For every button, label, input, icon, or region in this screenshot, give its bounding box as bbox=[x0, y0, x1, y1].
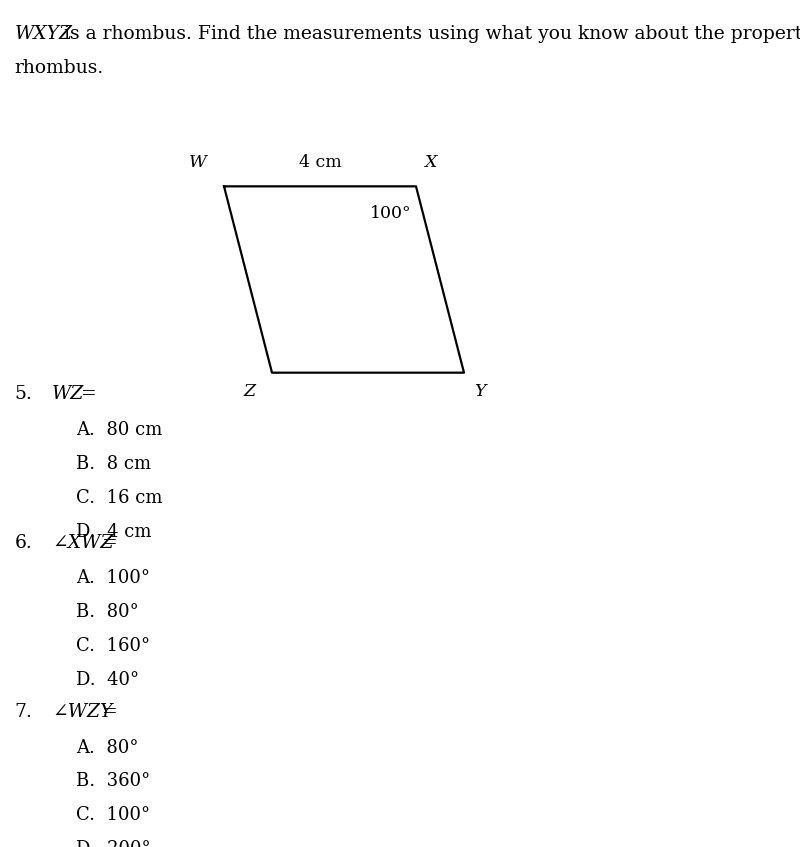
Text: Y: Y bbox=[474, 383, 486, 400]
Text: =: = bbox=[96, 703, 118, 721]
Text: B.  8 cm: B. 8 cm bbox=[76, 455, 151, 473]
Text: A.  80 cm: A. 80 cm bbox=[76, 421, 162, 439]
Text: 5.: 5. bbox=[14, 385, 32, 403]
Text: =: = bbox=[96, 534, 118, 551]
Text: WZ: WZ bbox=[52, 385, 84, 403]
Text: WXYZ: WXYZ bbox=[14, 25, 73, 43]
Text: is a rhombus. Find the measurements using what you know about the properties of : is a rhombus. Find the measurements usin… bbox=[58, 25, 800, 43]
Text: B.  360°: B. 360° bbox=[76, 772, 150, 790]
Text: 6.: 6. bbox=[14, 534, 32, 551]
Text: X: X bbox=[424, 154, 436, 171]
Text: C.  16 cm: C. 16 cm bbox=[76, 489, 162, 507]
Text: D.  40°: D. 40° bbox=[76, 671, 139, 689]
Text: D.  200°: D. 200° bbox=[76, 840, 150, 847]
Text: Z: Z bbox=[244, 383, 256, 400]
Text: A.  80°: A. 80° bbox=[76, 739, 138, 756]
Text: D.  4 cm: D. 4 cm bbox=[76, 523, 151, 540]
Text: C.  100°: C. 100° bbox=[76, 806, 150, 824]
Text: B.  80°: B. 80° bbox=[76, 603, 138, 621]
Text: 100°: 100° bbox=[370, 205, 412, 222]
Text: C.  160°: C. 160° bbox=[76, 637, 150, 655]
Text: ∠XWZ: ∠XWZ bbox=[52, 534, 114, 551]
Text: A.  100°: A. 100° bbox=[76, 569, 150, 587]
Text: ∠WZY: ∠WZY bbox=[52, 703, 112, 721]
Text: W: W bbox=[189, 154, 206, 171]
Text: 4 cm: 4 cm bbox=[298, 154, 342, 171]
Text: rhombus.: rhombus. bbox=[14, 59, 104, 77]
Text: 7.: 7. bbox=[14, 703, 32, 721]
Text: =: = bbox=[75, 385, 97, 403]
